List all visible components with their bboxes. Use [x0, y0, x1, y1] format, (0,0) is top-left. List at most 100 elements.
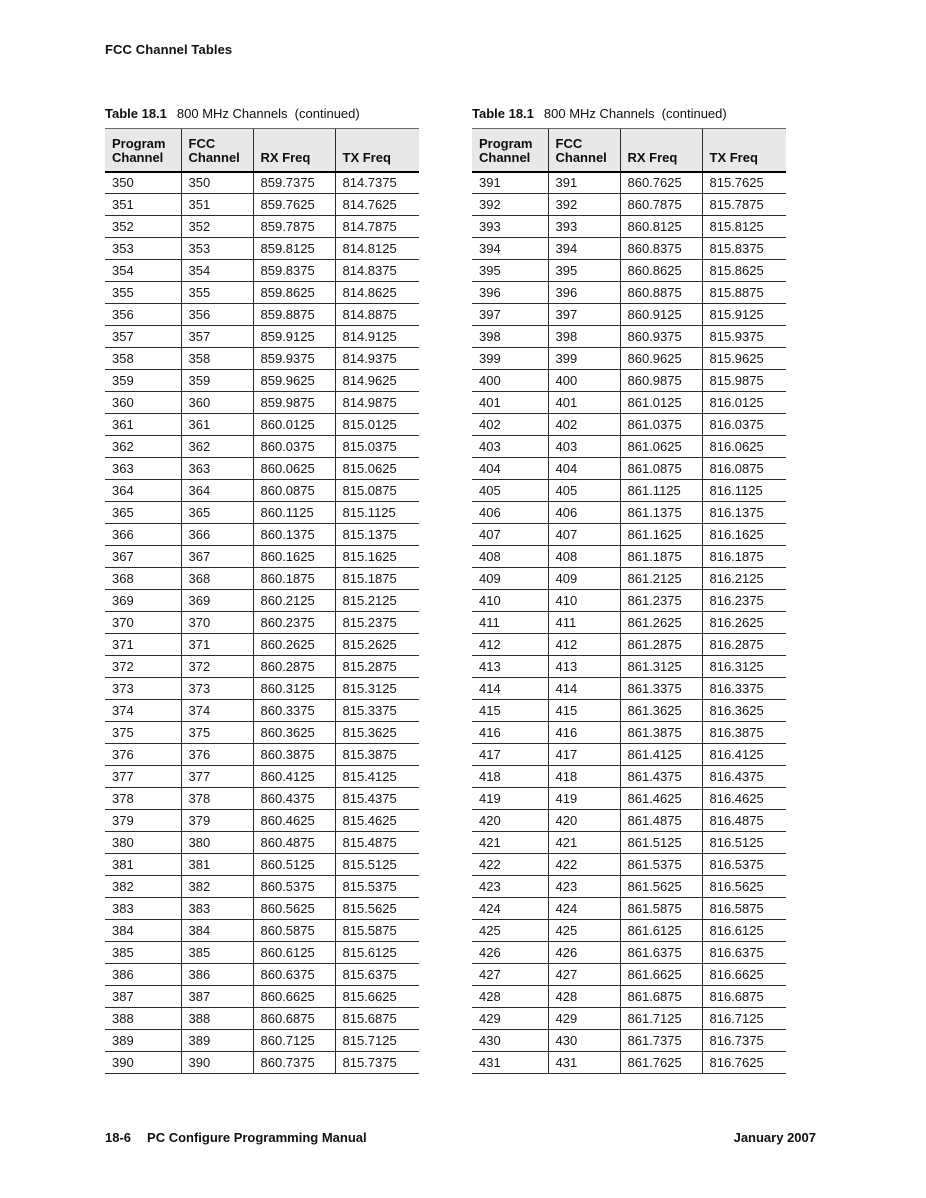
table-row: 358 358 859.9375 814.9375	[105, 347, 419, 370]
cell-tx-freq: 815.9625	[701, 347, 786, 370]
channel-table-section-left: Table 18.1 800 MHz Channels (continued) P…	[105, 106, 419, 1074]
cell-fcc-channel: 391	[547, 171, 620, 194]
cell-rx-freq: 861.3875	[619, 721, 702, 744]
cell-tx-freq: 815.1625	[334, 545, 419, 568]
cell-tx-freq: 815.9375	[701, 325, 786, 348]
cell-rx-freq: 859.8875	[252, 303, 335, 326]
cell-rx-freq: 860.6375	[252, 963, 335, 986]
cell-tx-freq: 816.0875	[701, 457, 786, 480]
cell-tx-freq: 815.3875	[334, 743, 419, 766]
cell-tx-freq: 816.6375	[701, 941, 786, 964]
cell-tx-freq: 815.6875	[334, 1007, 419, 1030]
table-row: 376 376 860.3875 815.3875	[105, 743, 419, 766]
cell-fcc-channel: 400	[547, 369, 620, 392]
cell-program-channel: 411	[472, 611, 548, 634]
cell-fcc-channel: 371	[180, 633, 253, 656]
cell-program-channel: 379	[105, 809, 181, 832]
cell-tx-freq: 815.5125	[334, 853, 419, 876]
cell-rx-freq: 860.2625	[252, 633, 335, 656]
cell-program-channel: 399	[472, 347, 548, 370]
table-row: 353 353 859.8125 814.8125	[105, 237, 419, 260]
cell-rx-freq: 861.3125	[619, 655, 702, 678]
table-row: 406 406 861.1375 816.1375	[472, 501, 786, 524]
table-row: 422 422 861.5375 816.5375	[472, 853, 786, 876]
cell-tx-freq: 815.8625	[701, 259, 786, 282]
cell-program-channel: 418	[472, 765, 548, 788]
cell-rx-freq: 859.7375	[252, 171, 335, 194]
cell-tx-freq: 815.1875	[334, 567, 419, 590]
cell-rx-freq: 859.8625	[252, 281, 335, 304]
cell-fcc-channel: 362	[180, 435, 253, 458]
cell-program-channel: 368	[105, 567, 181, 590]
cell-tx-freq: 814.7625	[334, 193, 419, 216]
footer-left: 18-6 PC Configure Programming Manual	[105, 1130, 367, 1145]
table-row: 417 417 861.4125 816.4125	[472, 743, 786, 766]
cell-fcc-channel: 398	[547, 325, 620, 348]
cell-rx-freq: 861.2875	[619, 633, 702, 656]
cell-rx-freq: 861.6875	[619, 985, 702, 1008]
cell-program-channel: 422	[472, 853, 548, 876]
channel-table-left: Program Channel FCC Channel RX Freq TX F…	[105, 128, 419, 1074]
table-row: 361 361 860.0125 815.0125	[105, 413, 419, 436]
cell-program-channel: 390	[105, 1051, 181, 1074]
cell-tx-freq: 816.4375	[701, 765, 786, 788]
table-row: 355 355 859.8625 814.8625	[105, 281, 419, 304]
cell-fcc-channel: 428	[547, 985, 620, 1008]
cell-tx-freq: 816.4875	[701, 809, 786, 832]
cell-tx-freq: 815.4375	[334, 787, 419, 810]
cell-program-channel: 397	[472, 303, 548, 326]
cell-fcc-channel: 429	[547, 1007, 620, 1030]
cell-tx-freq: 816.5375	[701, 853, 786, 876]
cell-program-channel: 409	[472, 567, 548, 590]
table-row: 351 351 859.7625 814.7625	[105, 193, 419, 216]
cell-tx-freq: 816.7125	[701, 1007, 786, 1030]
cell-tx-freq: 815.5375	[334, 875, 419, 898]
cell-program-channel: 374	[105, 699, 181, 722]
cell-rx-freq: 860.4625	[252, 809, 335, 832]
cell-fcc-channel: 359	[180, 369, 253, 392]
cell-rx-freq: 861.6125	[619, 919, 702, 942]
cell-fcc-channel: 430	[547, 1029, 620, 1052]
table-row: 394 394 860.8375 815.8375	[472, 237, 786, 260]
cell-rx-freq: 860.3875	[252, 743, 335, 766]
cell-program-channel: 421	[472, 831, 548, 854]
table-row: 360 360 859.9875 814.9875	[105, 391, 419, 414]
cell-program-channel: 355	[105, 281, 181, 304]
cell-fcc-channel: 351	[180, 193, 253, 216]
cell-tx-freq: 815.8875	[701, 281, 786, 304]
cell-rx-freq: 859.7625	[252, 193, 335, 216]
table-row: 412 412 861.2875 816.2875	[472, 633, 786, 656]
cell-rx-freq: 860.8375	[619, 237, 702, 260]
table-row: 396 396 860.8875 815.8875	[472, 281, 786, 304]
cell-fcc-channel: 392	[547, 193, 620, 216]
table-row: 366 366 860.1375 815.1375	[105, 523, 419, 546]
cell-fcc-channel: 384	[180, 919, 253, 942]
cell-tx-freq: 816.3875	[701, 721, 786, 744]
cell-program-channel: 405	[472, 479, 548, 502]
cell-program-channel: 388	[105, 1007, 181, 1030]
cell-rx-freq: 860.1875	[252, 567, 335, 590]
cell-program-channel: 350	[105, 171, 181, 194]
table-row: 357 357 859.9125 814.9125	[105, 325, 419, 348]
cell-tx-freq: 815.7875	[701, 193, 786, 216]
cell-fcc-channel: 381	[180, 853, 253, 876]
cell-program-channel: 425	[472, 919, 548, 942]
cell-fcc-channel: 366	[180, 523, 253, 546]
cell-rx-freq: 861.0625	[619, 435, 702, 458]
table-caption-text: 800 MHz Channels (continued)	[543, 106, 727, 121]
cell-rx-freq: 861.4875	[619, 809, 702, 832]
cell-fcc-channel: 431	[547, 1051, 620, 1074]
cell-tx-freq: 815.1125	[334, 501, 419, 524]
cell-rx-freq: 860.4375	[252, 787, 335, 810]
footer-page-number: 18-6	[105, 1130, 132, 1145]
table-row: 364 364 860.0875 815.0875	[105, 479, 419, 502]
cell-program-channel: 386	[105, 963, 181, 986]
cell-program-channel: 356	[105, 303, 181, 326]
cell-rx-freq: 860.9375	[619, 325, 702, 348]
page-header-title: FCC Channel Tables	[105, 42, 233, 57]
cell-fcc-channel: 409	[547, 567, 620, 590]
col-header-rx-freq: RX Freq	[619, 128, 702, 173]
cell-tx-freq: 815.9875	[701, 369, 786, 392]
cell-tx-freq: 816.7625	[701, 1051, 786, 1074]
cell-tx-freq: 815.7125	[334, 1029, 419, 1052]
